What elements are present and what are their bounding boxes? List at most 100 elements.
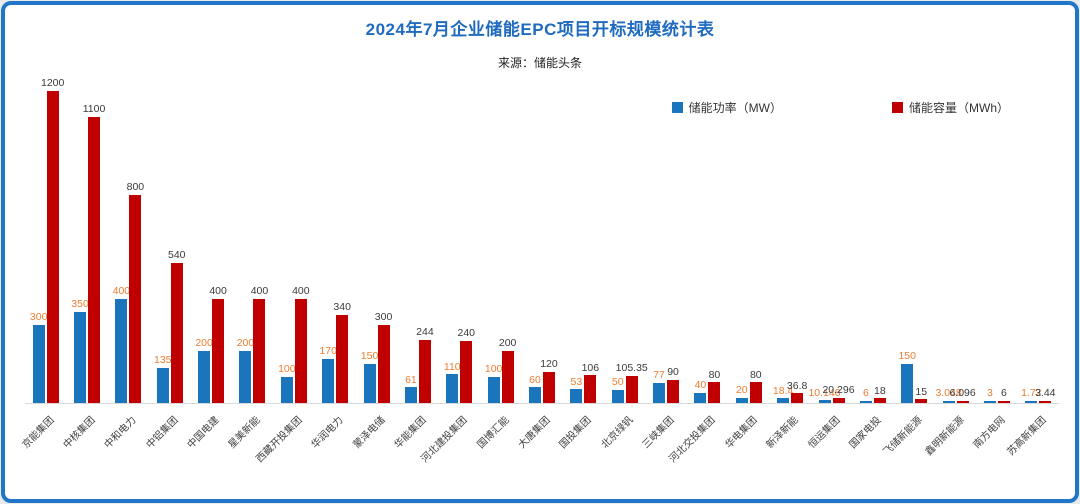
bar: 106 [582, 362, 599, 403]
x-axis-label: 苏高新集团 [1005, 414, 1049, 458]
x-axis-label: 西藏开投集团 [254, 414, 305, 466]
x-axis-label: 中铝集团 [144, 414, 181, 451]
legend-item-capacity: 储能容量（MWh） [892, 99, 1009, 116]
bar-value-label: 540 [167, 249, 186, 262]
capacity-series-swatch-icon [892, 102, 903, 113]
bar: 400 [113, 286, 130, 403]
bar-value-label: 36.8 [786, 379, 808, 392]
x-axis-label: 国投集团 [557, 414, 594, 451]
x-axis-label: 新泽新能 [764, 414, 801, 451]
bar-value-label: 50 [611, 376, 624, 389]
x-axis-label: 中国电建 [185, 414, 222, 451]
legend-item-label: 储能功率（MW） [688, 101, 782, 115]
bar: 10.148 [808, 387, 841, 403]
bar: 240 [458, 328, 475, 403]
bar: 400 [251, 286, 268, 403]
bar-value-label: 1.72 [1021, 387, 1042, 400]
bar-group: 40 80 [687, 85, 728, 403]
bar-value-label: 77 [653, 369, 665, 382]
bar: 200 [195, 338, 213, 403]
x-axis-label: 恒运集团 [806, 414, 843, 451]
x-axis-label: 华润电力 [309, 414, 346, 451]
bar-value-label: 80 [708, 368, 721, 381]
bar-value-label: 20.296 [822, 384, 855, 397]
x-axis-label: 京能集团 [20, 414, 57, 451]
bar-value-label: 1100 [82, 103, 106, 116]
x-axis-label: 中核集团 [61, 414, 98, 451]
bar-value-label: 170 [319, 345, 337, 358]
bar: 105.35 [616, 363, 648, 403]
bar-group: 53 106 [563, 85, 604, 403]
legend-item-label: 储能容量（MWh） [909, 101, 1009, 115]
bar: 150 [361, 351, 378, 403]
x-axis-label: 鑫明新能源 [923, 414, 967, 458]
bar: 244 [416, 326, 434, 403]
bar: 3.44 [1035, 388, 1056, 403]
bar: 110 [444, 361, 461, 403]
bar-value-label: 18.4 [772, 384, 794, 397]
bar-group: 350 1100 [66, 85, 107, 403]
chart-area: 储能功率（MW） 储能容量（MWh） 300 1200 350 1100 400 800 1… [20, 71, 1059, 466]
x-axis-label: 北京绿钒 [599, 414, 636, 451]
bar-value-label: 90 [667, 366, 679, 379]
bar-group: 77 90 [645, 85, 686, 403]
bar-value-label: 105.35 [615, 362, 648, 375]
x-axis-label: 中和电力 [102, 414, 140, 451]
bar-value-label: 400 [112, 285, 131, 298]
x-axis-label: 飞储新能源 [881, 414, 925, 458]
bar-value-label: 80 [749, 368, 762, 381]
bar-value-label: 135 [153, 354, 172, 367]
bar-value-label: 18 [874, 384, 886, 397]
bar: 3 [983, 388, 996, 403]
bar: 40 [694, 380, 707, 403]
bar: 18 [873, 385, 886, 403]
bar: 350 [71, 299, 89, 403]
bar-value-label: 60 [529, 373, 541, 386]
x-axis-label: 华电集团 [723, 414, 760, 451]
bar-value-label: 150 [898, 350, 916, 363]
bar-value-label: 400 [292, 285, 310, 298]
source-label: 来源：储能头条 [497, 56, 582, 70]
bar: 100 [485, 364, 502, 403]
bar: 800 [127, 182, 144, 403]
bar-value-label: 53 [570, 375, 583, 388]
bar: 90 [667, 367, 680, 403]
bar-value-label: 300 [29, 311, 48, 324]
bar-value-label: 200 [236, 337, 255, 350]
bar-group: 60 120 [521, 85, 562, 403]
bar-value-label: 6.096 [949, 387, 976, 400]
bar: 1100 [83, 104, 105, 403]
bar: 80 [708, 369, 721, 403]
bar-group: 150 15 [894, 85, 935, 403]
bar: 50 [611, 377, 624, 403]
bar-group: 170 340 [315, 85, 356, 403]
bar-group: 110 240 [439, 85, 480, 403]
bar-value-label: 244 [416, 326, 434, 339]
bar-value-label: 61 [405, 373, 417, 386]
bar-value-label: 300 [374, 311, 393, 324]
chart-legend: 储能功率（MW） 储能容量（MWh） [671, 99, 1009, 116]
bar-value-label: 106 [581, 361, 600, 374]
bar-group: 20 80 [728, 85, 769, 403]
bars-row: 300 1200 350 1100 400 800 135 540 200 400 200 400 10… [25, 71, 1059, 403]
bar: 53 [570, 376, 583, 403]
bar: 3.048 [935, 388, 962, 403]
page-title: 2024年7月企业储能EPC项目开标规模统计表 [365, 20, 715, 39]
bar: 1.72 [1021, 388, 1042, 403]
bar-group: 1.72 3.44 [1018, 85, 1059, 403]
bar: 340 [333, 302, 351, 403]
bar-value-label: 110 [443, 360, 461, 373]
bar: 200 [499, 338, 516, 403]
bar: 20.296 [822, 385, 855, 403]
bar: 300 [30, 312, 47, 403]
bar: 80 [749, 369, 762, 403]
bar-group: 6 18 [852, 85, 893, 403]
bar: 20 [735, 385, 748, 403]
bar-value-label: 400 [209, 285, 227, 298]
bar: 6 [859, 388, 872, 403]
bar: 77 [653, 370, 666, 403]
bar-group: 400 800 [108, 85, 149, 403]
bar-group: 61 244 [397, 85, 438, 403]
bar: 135 [154, 355, 172, 403]
